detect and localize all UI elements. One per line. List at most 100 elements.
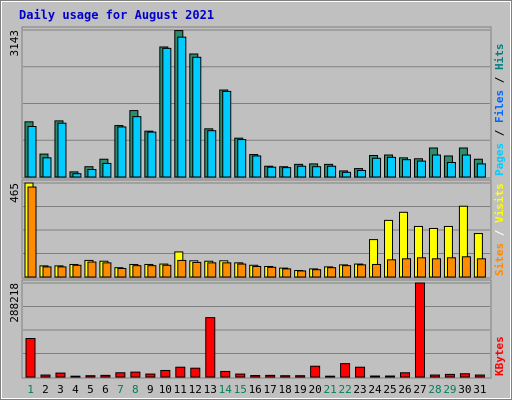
bars: [24, 30, 486, 378]
bar-files: [147, 131, 157, 178]
legend-visits: Visits: [493, 183, 506, 223]
bar-kbytes: [385, 375, 396, 378]
x-tick-label: 9: [147, 383, 154, 396]
bar-kbytes: [429, 374, 440, 378]
bar-kbytes: [355, 366, 366, 378]
bar-files: [312, 166, 322, 178]
bar-kbytes: [325, 375, 336, 378]
x-tick-label: 16: [249, 383, 262, 396]
bar-files: [402, 159, 411, 178]
bar-files: [327, 165, 337, 178]
bar-sites: [132, 265, 142, 278]
chart-title: Daily usage for August 2021: [19, 8, 214, 22]
bar-files: [42, 157, 52, 178]
legend-pages: Pages: [493, 143, 506, 176]
bar-kbytes: [55, 372, 66, 378]
bar-sites: [87, 261, 97, 278]
bar-sites: [476, 258, 486, 278]
bar-files: [282, 167, 292, 178]
bar-files: [342, 171, 352, 178]
bar-kbytes: [190, 367, 201, 378]
bar-sites: [147, 265, 157, 278]
legend-sep-2: /: [493, 70, 506, 90]
bar-kbytes: [25, 338, 36, 378]
x-tick-label: 3: [57, 383, 64, 396]
bar-files: [237, 139, 247, 178]
bar-files: [117, 126, 127, 178]
legend-sites: Sites: [493, 243, 506, 276]
bar-sites: [267, 266, 277, 278]
bar-kbytes: [444, 373, 455, 378]
bar-sites: [57, 266, 67, 278]
bar-kbytes: [205, 317, 216, 378]
legend-kbytes: KBytes: [493, 336, 506, 376]
bar-kbytes: [400, 372, 410, 378]
bar-kbytes: [85, 375, 96, 378]
bar-kbytes: [474, 374, 485, 378]
legend-files: Files: [493, 90, 506, 123]
bar-kbytes: [295, 375, 306, 378]
bar-sites: [312, 269, 322, 278]
bar-sites: [402, 258, 411, 278]
legend-sep-3: /: [493, 223, 506, 243]
bar-files: [27, 125, 37, 178]
x-tick-label: 29: [443, 383, 456, 396]
bar-files: [431, 154, 441, 178]
scale-label-visits: 465: [8, 183, 21, 203]
panel-kbytes-bg: [21, 279, 492, 379]
x-tick-label: 19: [294, 383, 307, 396]
x-tick-label: 14: [219, 383, 233, 396]
bar-files: [162, 47, 172, 178]
bar-sites: [162, 264, 172, 278]
x-tick-label: 13: [204, 383, 217, 396]
x-tick-label: 20: [308, 383, 321, 396]
bar-files: [476, 163, 486, 178]
legend-hits: Hits: [493, 44, 506, 71]
bar-files: [387, 156, 397, 178]
bar-files: [357, 169, 367, 178]
x-tick-label: 2: [42, 383, 49, 396]
x-tick-label: 22: [338, 383, 351, 396]
bar-kbytes: [340, 363, 351, 378]
x-tick-label: 26: [398, 383, 411, 396]
bar-sites: [252, 265, 262, 278]
x-tick-label: 7: [117, 383, 124, 396]
bar-sites: [431, 258, 441, 278]
bar-sites: [117, 268, 127, 278]
x-tick-label: 23: [353, 383, 366, 396]
gridlines: [23, 29, 490, 354]
bar-files: [177, 36, 187, 178]
bar-kbytes: [160, 369, 171, 378]
bar-sites: [102, 262, 112, 278]
bar-files: [87, 169, 97, 178]
bar-files: [267, 166, 277, 178]
x-tick-label: 8: [132, 383, 139, 396]
bar-kbytes: [40, 374, 51, 378]
x-tick-label: 15: [234, 383, 247, 396]
bar-sites: [357, 264, 367, 278]
legend-sep-1: /: [493, 123, 506, 143]
bar-kbytes: [115, 372, 126, 378]
x-tick-label: 21: [323, 383, 336, 396]
bar-sites: [177, 259, 187, 278]
bar-files: [132, 116, 142, 178]
x-tick-labels: 1 2 3 4 5 6 7 8 9 10 11 12 13 14 15 16 17 18 19 20 21 22 23 24 2…: [27, 383, 486, 396]
bar-sites: [42, 266, 52, 278]
legend-kbytes-panel: KBytes: [493, 336, 506, 376]
bar-sites: [222, 262, 232, 278]
bar-kbytes: [265, 374, 276, 378]
bar-sites: [446, 257, 456, 278]
x-tick-label: 24: [368, 383, 382, 396]
x-tick-label: 1: [27, 383, 34, 396]
x-tick-label: 25: [383, 383, 396, 396]
bar-sites: [461, 256, 471, 278]
x-tick-label: 28: [428, 383, 441, 396]
scale-label-kbytes: 288218: [8, 283, 21, 323]
bar-sites: [207, 262, 217, 278]
bar-kbytes: [250, 375, 261, 378]
x-tick-label: 10: [159, 383, 172, 396]
bar-files: [192, 56, 202, 178]
bar-files: [222, 90, 232, 178]
x-tick-label: 4: [72, 383, 79, 396]
bar-sites: [297, 270, 307, 278]
